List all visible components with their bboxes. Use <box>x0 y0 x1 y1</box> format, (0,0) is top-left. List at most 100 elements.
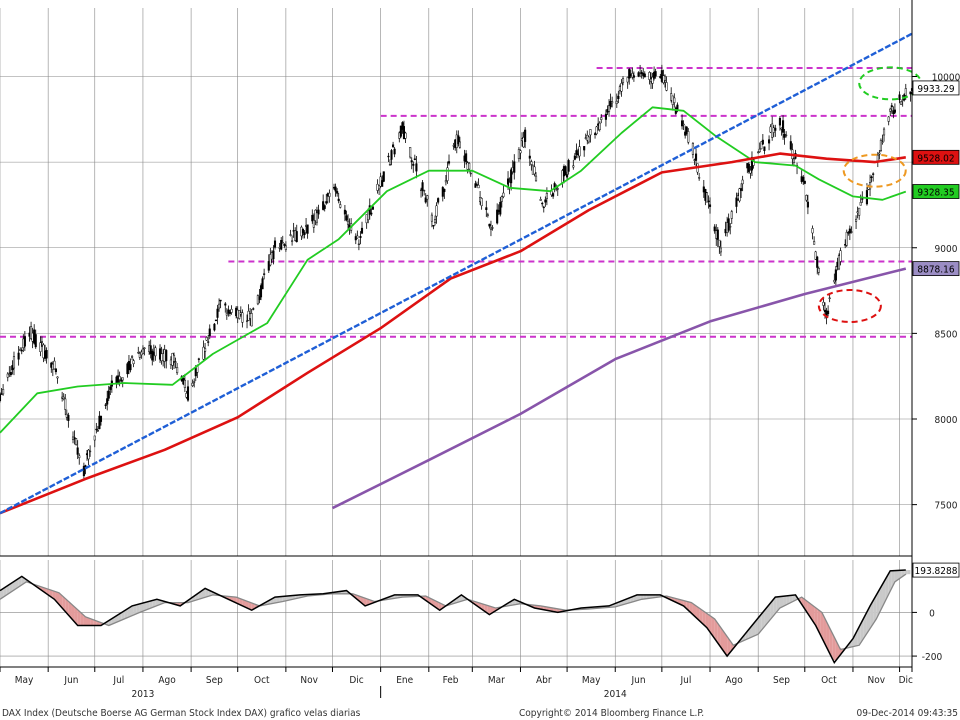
candle-body-188 <box>409 147 412 158</box>
candle-body-372 <box>806 201 809 208</box>
osc-fill-band <box>3 586 7 598</box>
candle-body-328 <box>713 226 716 232</box>
month-label-14: Jul <box>680 675 692 686</box>
candle-body-241 <box>522 137 525 148</box>
candle-body-401 <box>870 176 873 178</box>
candle-body-200 <box>433 219 437 223</box>
candle-body-345 <box>749 169 752 174</box>
candle-body-262 <box>567 160 570 172</box>
candle-body-393 <box>855 218 858 222</box>
candle-body-30 <box>64 398 67 410</box>
candle-body-242 <box>524 129 527 142</box>
candle-body-271 <box>587 136 590 143</box>
annotation-ellipse-2 <box>817 288 882 323</box>
candle-body-129 <box>280 240 283 250</box>
osc-fill-band <box>142 602 147 612</box>
candle-body-105 <box>227 309 230 314</box>
candle-body-243 <box>528 155 531 159</box>
osc-fill-band <box>18 576 22 587</box>
moving-averages <box>0 32 913 515</box>
candle-body-10 <box>20 349 23 352</box>
candle-body-7 <box>12 356 16 369</box>
candle-body-93 <box>202 346 205 360</box>
price-tick-label-5: 10000 <box>932 73 960 84</box>
osc-fill-band <box>832 634 836 661</box>
candle-body-288 <box>626 77 629 83</box>
osc-fill-band <box>882 578 886 607</box>
candle-body-307 <box>665 82 668 91</box>
candle-body-317 <box>687 131 690 143</box>
osc-fill-band <box>860 617 864 643</box>
osc-tag-label: 193.8288 <box>915 566 958 577</box>
candle-body-232 <box>502 192 505 197</box>
candle-body-376 <box>816 256 819 268</box>
candle-body-249 <box>541 202 544 205</box>
candle-body-36 <box>76 447 79 455</box>
candle-body-50 <box>107 390 110 399</box>
candle-body-18 <box>39 342 42 352</box>
candle-body-19 <box>40 341 43 343</box>
candle-body-172 <box>371 206 374 210</box>
series-line-2 <box>331 267 907 510</box>
candle-body-330 <box>716 229 719 240</box>
osc-fill-band <box>745 629 749 640</box>
footer: DAX Index (Deutsche Boerse AG German Sto… <box>2 708 958 719</box>
candle-body-87 <box>186 386 190 401</box>
candle-body-122 <box>263 273 266 275</box>
osc-fill-band <box>891 570 895 589</box>
candle-body-331 <box>718 239 721 247</box>
annotation-ellipse-1 <box>842 153 907 188</box>
osc-fill-band <box>866 605 871 634</box>
candle-body-3 <box>6 373 9 378</box>
candle-body-414 <box>900 101 903 105</box>
candle-body-244 <box>530 161 533 165</box>
axes: 7500 8000 8500 9000 10000 -200 0 May Jun Jul Ago Se… <box>0 0 960 700</box>
month-label-5: Oct <box>254 675 270 686</box>
value-tag-box-2 <box>912 184 960 199</box>
candle-body-320 <box>694 153 698 161</box>
osc-fill-band <box>273 596 277 604</box>
candle-body-405 <box>879 139 882 151</box>
candle-body-369 <box>802 176 805 182</box>
candle-body-37 <box>78 455 81 458</box>
candle-body-349 <box>758 148 761 153</box>
candle-body-166 <box>359 235 362 239</box>
candle-body-397 <box>861 198 864 200</box>
candle-body-116 <box>250 313 253 327</box>
candle-body-408 <box>887 116 890 122</box>
candle-body-370 <box>803 180 806 184</box>
candle-body-77 <box>165 350 168 362</box>
osc-fill-band <box>6 584 10 596</box>
candle-body-94 <box>204 348 207 352</box>
osc-fill-band <box>761 610 765 631</box>
candle-body-280 <box>607 105 611 112</box>
candle-body-322 <box>698 177 701 179</box>
osc-fill-band <box>478 602 482 610</box>
osc-fill-band <box>242 599 246 608</box>
candle-body-417 <box>904 88 907 96</box>
candle-body-17 <box>34 334 37 348</box>
candle-body-291 <box>631 73 634 78</box>
osc-fill-band <box>279 596 283 603</box>
candle-body-154 <box>334 186 337 192</box>
candle-body-199 <box>432 225 435 227</box>
candle-body-197 <box>426 195 429 200</box>
osc-fill-band <box>637 594 641 601</box>
candle-body-264 <box>573 155 576 160</box>
osc-fill-band <box>282 596 286 602</box>
candle-body-363 <box>789 141 792 150</box>
month-label-13: Jun <box>631 675 646 686</box>
candle-body-332 <box>719 247 722 253</box>
candle-body-413 <box>898 94 901 101</box>
horizontal-levels <box>0 66 912 338</box>
candle-body-391 <box>848 228 851 234</box>
osc-fill-band <box>136 603 140 614</box>
candle-body-223 <box>485 207 488 210</box>
candle-body-251 <box>544 199 547 203</box>
candle-body-325 <box>705 192 708 203</box>
candle-body-12 <box>23 336 26 347</box>
candle-body-101 <box>218 303 221 309</box>
candle-body-230 <box>499 201 502 215</box>
candle-body-27 <box>56 376 59 379</box>
month-label-19: Dic <box>899 675 913 686</box>
